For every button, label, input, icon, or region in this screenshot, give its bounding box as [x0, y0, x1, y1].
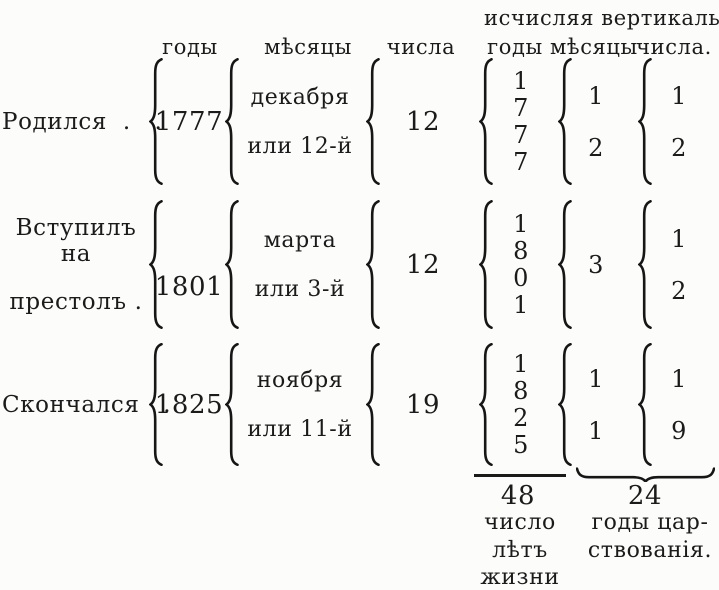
- digit: 1: [588, 365, 604, 393]
- event-label-line1: Родился . .: [2, 109, 163, 135]
- event-label: Родился . .: [2, 56, 163, 188]
- digit: 1: [513, 210, 529, 238]
- month-ordinal: или 3-й: [254, 277, 346, 302]
- day-digits-column: 1 9: [659, 341, 699, 469]
- day-value: 12: [405, 250, 441, 280]
- reign-years-caption: годы цар- ствованія.: [576, 509, 719, 564]
- event-label: Вступилъ на престолъ .: [2, 198, 150, 332]
- month-cell: марта или 3-й: [238, 198, 362, 332]
- curly-brace-icon: [638, 58, 652, 185]
- month-ordinal: или 11-й: [247, 417, 353, 442]
- month-cell: декабря или 12-й: [238, 56, 362, 188]
- month-name: декабря: [250, 85, 350, 110]
- digit: 8: [513, 377, 529, 405]
- sum-rule: [474, 474, 566, 477]
- year-digits-column: 1 8 0 1: [501, 198, 541, 332]
- digit: 2: [671, 277, 687, 305]
- caption-line: число: [484, 510, 556, 535]
- event-row-ascended: Вступилъ на престолъ . 1801 марта или 3-…: [0, 198, 719, 332]
- digit: 0: [513, 264, 529, 292]
- year-value: 1825: [154, 390, 224, 420]
- digit: 1: [671, 225, 687, 253]
- col-header-days-right: числа.: [636, 35, 712, 59]
- curly-brace-icon: [558, 200, 572, 329]
- curly-brace-icon: [366, 58, 380, 185]
- digit: 2: [588, 134, 604, 162]
- vertical-calc-heading: исчисляя вертикально: [484, 6, 719, 30]
- curly-brace-icon: [479, 58, 493, 185]
- digit: 2: [671, 134, 687, 162]
- event-row-died: Скончался . 1825 ноября или 11-й 19 1 8 …: [0, 341, 719, 469]
- month-name: марта: [263, 228, 337, 253]
- month-ordinal: или 12-й: [247, 134, 353, 159]
- day-digits-column: 1 2: [659, 198, 699, 332]
- digit: 1: [671, 365, 687, 393]
- curly-brace-icon: [225, 200, 239, 329]
- curly-brace-icon: [479, 200, 493, 329]
- col-header-months-right: мѣсяцы: [550, 35, 638, 59]
- event-label: Скончался .: [2, 341, 172, 469]
- event-label-line2: престолъ .: [9, 289, 143, 315]
- digit: 1: [671, 82, 687, 110]
- digit: 2: [513, 404, 529, 432]
- life-years-total: 48: [500, 481, 536, 511]
- year-digits-column: 1 7 7 7: [501, 56, 541, 188]
- event-label-line1: Скончался .: [2, 392, 172, 418]
- caption-line: ствованія.: [587, 537, 713, 563]
- curly-brace-icon: [479, 343, 493, 466]
- day-value: 19: [405, 390, 441, 420]
- day-digits-column: 1 2: [659, 56, 699, 188]
- col-header-months-left: мѣсяцы: [264, 35, 352, 59]
- digit: 1: [588, 82, 604, 110]
- event-row-born: Родился . . 1777 декабря или 12-й 12 1 7…: [0, 56, 719, 188]
- curly-brace-icon: [366, 343, 380, 466]
- caption-line: годы цар-: [591, 510, 709, 535]
- month-digits-column: 1 2: [576, 56, 616, 188]
- curly-brace-icon: [638, 343, 652, 466]
- caption-line: жизни: [480, 565, 560, 590]
- col-header-years-left: годы: [162, 35, 218, 59]
- caption-line: лѣтъ: [492, 537, 548, 563]
- col-header-days-left: числа: [386, 35, 456, 59]
- digit: 3: [588, 251, 604, 279]
- day-value: 12: [405, 107, 441, 137]
- year-value: 1777: [154, 107, 224, 137]
- digit: 7: [513, 94, 529, 122]
- col-header-years-right: годы: [487, 35, 543, 59]
- curly-brace-icon: [225, 343, 239, 466]
- digit: 7: [513, 121, 529, 149]
- month-name: ноября: [256, 368, 344, 393]
- digit: 9: [671, 417, 687, 445]
- digit: 1: [513, 291, 529, 319]
- curly-brace-icon: [558, 58, 572, 185]
- month-digits-column: 1 1: [576, 341, 616, 469]
- event-label-line1: Вступилъ на: [15, 215, 137, 267]
- digit: 8: [513, 237, 529, 265]
- reign-years-total: 24: [627, 481, 663, 511]
- horizontal-brace-icon: [576, 466, 715, 482]
- month-cell: ноября или 11-й: [238, 341, 362, 469]
- digit: 7: [513, 148, 529, 176]
- year-value: 1801: [154, 272, 224, 302]
- curly-brace-icon: [638, 200, 652, 329]
- curly-brace-icon: [225, 58, 239, 185]
- digit: 5: [513, 431, 529, 459]
- life-years-caption: число лѣтъ жизни: [458, 509, 582, 590]
- month-digits-column: 3: [576, 198, 616, 332]
- digit: 1: [588, 417, 604, 445]
- curly-brace-icon: [366, 200, 380, 329]
- curly-brace-icon: [558, 343, 572, 466]
- digit: 1: [513, 350, 529, 378]
- year-digits-column: 1 8 2 5: [501, 341, 541, 469]
- digit: 1: [513, 67, 529, 95]
